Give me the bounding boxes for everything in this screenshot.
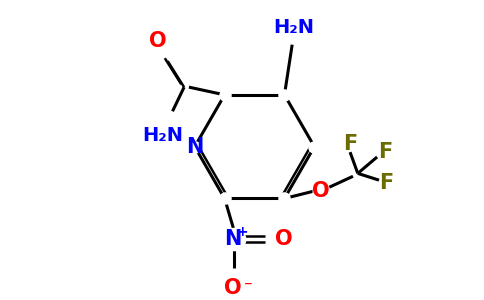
Text: F: F xyxy=(379,173,394,193)
Text: O: O xyxy=(149,32,167,51)
Text: H₂N: H₂N xyxy=(142,126,183,145)
Text: ⁻: ⁻ xyxy=(244,278,253,296)
Text: F: F xyxy=(343,134,357,154)
Text: H₂N: H₂N xyxy=(273,18,315,37)
Text: +: + xyxy=(236,225,248,239)
Text: F: F xyxy=(378,142,392,162)
Text: O: O xyxy=(275,229,292,249)
Text: N: N xyxy=(186,137,203,157)
Text: O: O xyxy=(224,278,241,298)
Text: O: O xyxy=(312,181,330,201)
Text: N: N xyxy=(224,229,241,249)
